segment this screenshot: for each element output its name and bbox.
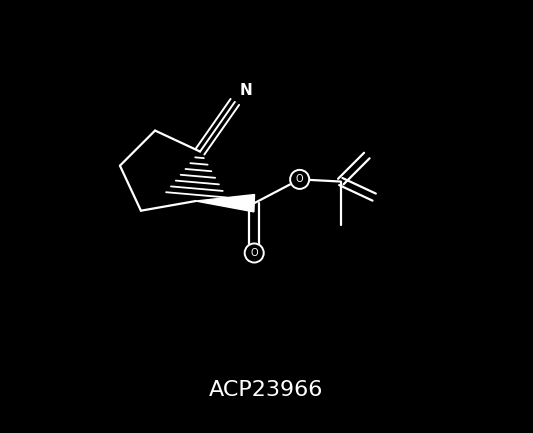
Text: ACP23966: ACP23966	[209, 380, 324, 400]
Text: N: N	[240, 84, 253, 98]
Text: O: O	[251, 248, 258, 258]
Polygon shape	[196, 194, 255, 212]
Text: O: O	[296, 174, 303, 184]
Circle shape	[290, 170, 309, 189]
Circle shape	[245, 243, 264, 262]
